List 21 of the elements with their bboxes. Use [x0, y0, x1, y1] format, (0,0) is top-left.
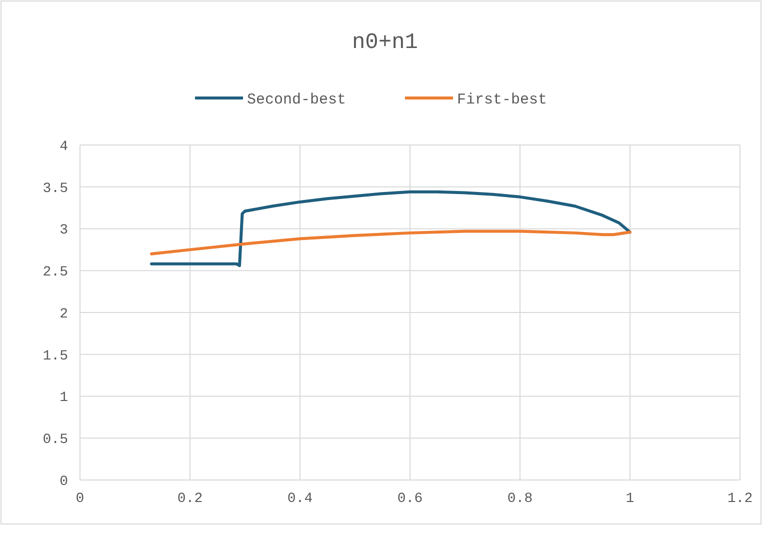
chart-title: n0+n1: [352, 30, 418, 55]
y-tick-label: 3: [60, 222, 68, 239]
y-tick-label: 1: [60, 390, 68, 406]
y-tick-label: 0.5: [42, 432, 68, 448]
y-tick-label: 2.5: [42, 264, 68, 281]
y-tick-label: 4: [60, 138, 68, 155]
x-tick-label: 0.6: [397, 491, 423, 507]
x-tick-label: 1: [626, 491, 634, 507]
x-tick-label: 0.2: [177, 491, 203, 507]
line-series: [150, 230, 632, 256]
x-tick-label: 1.2: [727, 491, 753, 507]
y-tick-label: 0: [60, 474, 68, 490]
y-tick-label: 1.5: [42, 348, 68, 364]
x-tick-label: 0.4: [287, 491, 313, 507]
line-series: [150, 190, 632, 268]
y-tick-label: 3.5: [42, 180, 68, 197]
legend-label: Second-best: [247, 91, 346, 108]
x-tick-label: 0: [76, 491, 84, 507]
y-tick-label: 2: [60, 306, 68, 322]
legend-label: First-best: [457, 91, 548, 108]
x-tick-label: 0.8: [507, 491, 533, 507]
